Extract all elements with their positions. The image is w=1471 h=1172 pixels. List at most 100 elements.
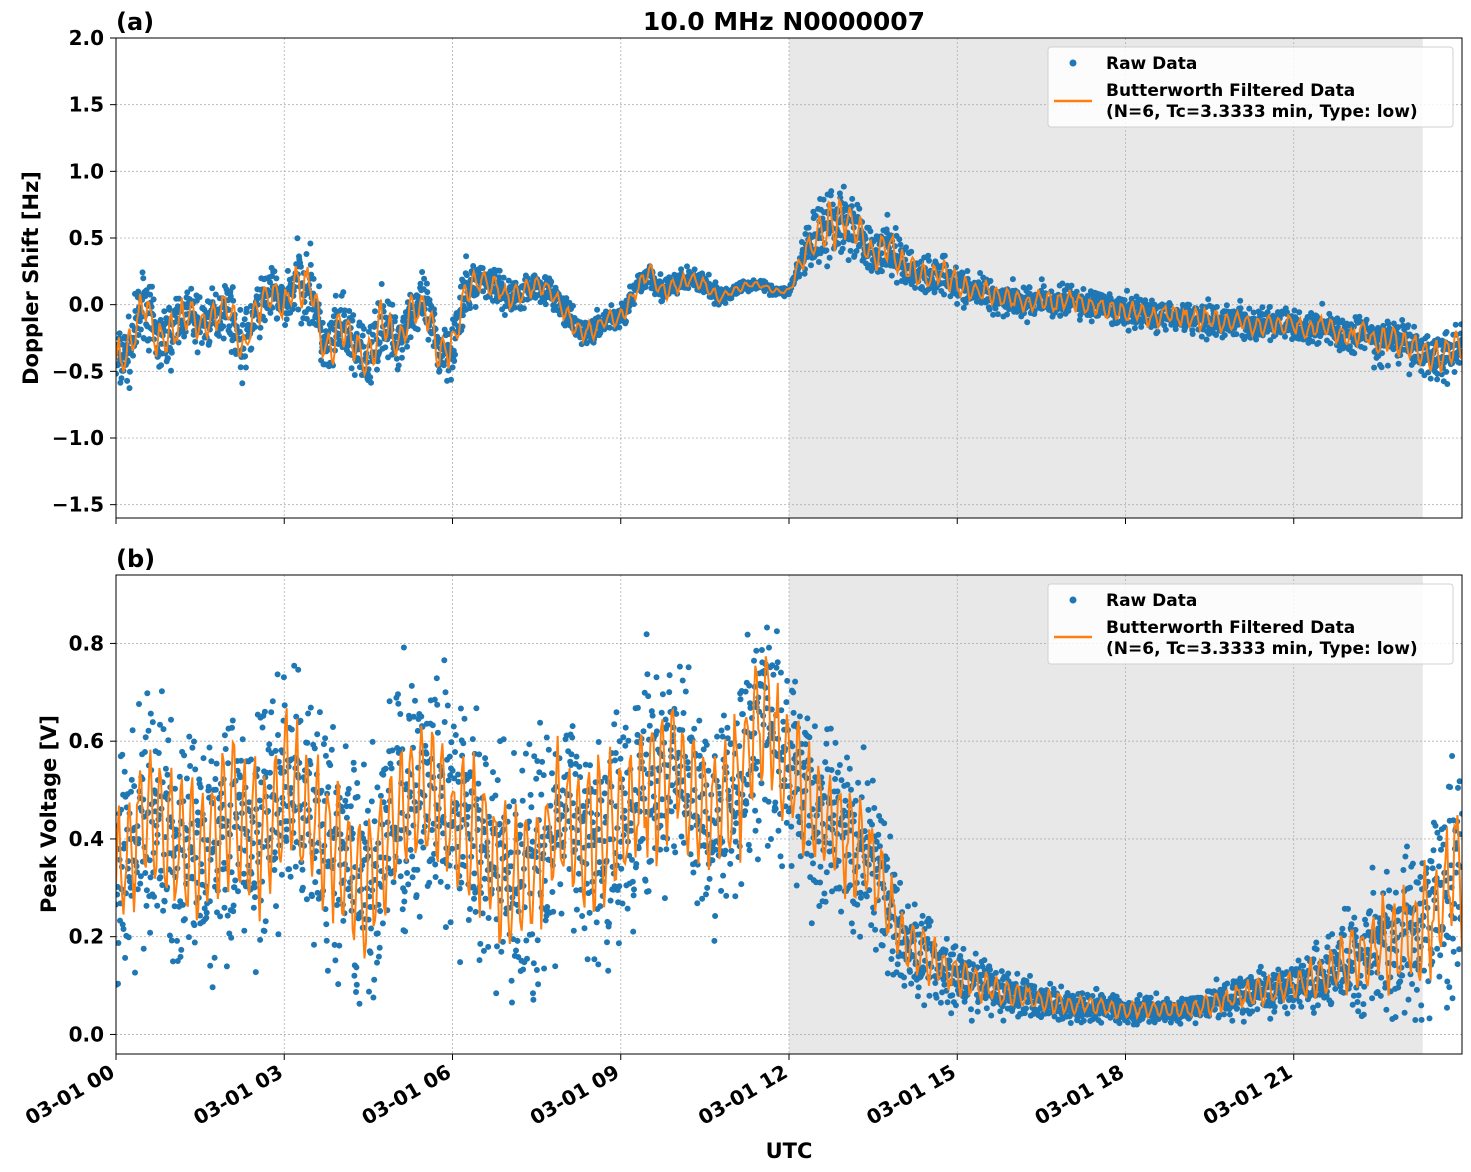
raw-data-point <box>545 746 552 753</box>
raw-data-point <box>269 698 276 705</box>
raw-data-point <box>155 750 162 756</box>
raw-data-point <box>671 843 677 850</box>
raw-data-point <box>594 306 601 313</box>
raw-data-point <box>222 746 229 752</box>
raw-data-point <box>146 857 153 864</box>
raw-data-point <box>388 765 395 772</box>
raw-data-point <box>119 751 126 758</box>
raw-data-point <box>643 751 650 758</box>
raw-data-point <box>1221 332 1228 339</box>
raw-data-point <box>1250 309 1257 316</box>
raw-data-point <box>419 269 426 275</box>
raw-data-point <box>897 241 904 248</box>
raw-data-point <box>135 288 142 295</box>
raw-data-point <box>964 268 971 274</box>
raw-data-point <box>351 372 358 378</box>
y-tick-label: 0.0 <box>69 293 104 317</box>
raw-data-point <box>382 344 389 351</box>
raw-data-point <box>448 739 455 746</box>
raw-data-point <box>132 969 138 976</box>
raw-data-point <box>320 741 327 748</box>
raw-data-point <box>364 807 371 814</box>
raw-data-point <box>192 766 199 773</box>
raw-data-point <box>486 293 493 300</box>
raw-data-point <box>429 722 436 729</box>
raw-data-point <box>457 283 464 290</box>
raw-data-point <box>278 871 285 878</box>
raw-data-point <box>514 937 521 944</box>
raw-data-point <box>1308 310 1315 316</box>
raw-data-point <box>1061 287 1068 294</box>
raw-data-point <box>284 267 291 274</box>
raw-data-point <box>177 953 184 960</box>
raw-data-point <box>267 769 273 776</box>
raw-data-point <box>616 324 623 331</box>
raw-data-point <box>349 317 356 324</box>
raw-data-point <box>122 954 129 961</box>
y-tick-label: 2.0 <box>69 26 104 50</box>
raw-data-point <box>282 322 289 328</box>
raw-data-point <box>319 821 326 828</box>
raw-data-point <box>1189 331 1196 337</box>
raw-data-point <box>129 727 136 734</box>
raw-data-point <box>235 888 241 895</box>
raw-data-point <box>239 736 246 743</box>
raw-data-point <box>549 889 556 895</box>
raw-data-point <box>629 878 636 885</box>
raw-data-point <box>328 746 335 753</box>
raw-data-point <box>845 257 852 264</box>
raw-data-point <box>154 902 161 909</box>
raw-data-point <box>494 943 500 950</box>
raw-data-point <box>703 741 710 748</box>
raw-data-point <box>519 797 526 804</box>
raw-data-point <box>409 853 416 860</box>
raw-data-point <box>206 744 213 751</box>
raw-data-point <box>1080 286 1087 292</box>
raw-data-point <box>678 266 685 273</box>
raw-data-point <box>573 906 580 913</box>
raw-data-point <box>1434 376 1441 383</box>
raw-data-point <box>537 719 544 726</box>
raw-data-point <box>416 913 423 920</box>
raw-data-point <box>239 380 246 387</box>
raw-data-point <box>1125 327 1132 334</box>
raw-data-point <box>359 332 366 339</box>
raw-data-point <box>160 907 167 914</box>
raw-data-point <box>903 244 909 251</box>
raw-data-point <box>593 919 600 926</box>
raw-data-point <box>450 723 457 730</box>
raw-data-point <box>1121 297 1128 304</box>
raw-data-point <box>820 196 827 203</box>
raw-data-point <box>512 279 519 286</box>
raw-data-point <box>116 940 122 946</box>
raw-data-point <box>530 990 536 997</box>
raw-data-point <box>817 250 824 257</box>
raw-data-point <box>432 874 439 880</box>
raw-data-point <box>827 192 834 199</box>
raw-data-point <box>607 897 614 904</box>
raw-data-point <box>684 759 691 766</box>
raw-data-point <box>469 736 476 743</box>
raw-data-point <box>711 937 718 944</box>
raw-data-point <box>461 715 468 722</box>
raw-data-point <box>1406 371 1413 378</box>
raw-data-point <box>643 631 650 638</box>
raw-data-point <box>666 672 673 679</box>
raw-data-point <box>165 737 172 744</box>
raw-data-point <box>633 861 640 867</box>
raw-data-point <box>977 270 984 276</box>
raw-data-point <box>229 724 235 731</box>
raw-data-point <box>368 798 375 805</box>
raw-data-point <box>353 964 360 971</box>
raw-data-point <box>1309 338 1316 345</box>
raw-data-point <box>986 306 993 313</box>
raw-data-point <box>242 353 249 360</box>
raw-data-point <box>191 738 197 745</box>
raw-data-point <box>482 895 489 902</box>
raw-data-point <box>336 337 343 344</box>
raw-data-point <box>1363 316 1370 323</box>
raw-data-point <box>645 693 652 700</box>
raw-data-point <box>505 277 512 284</box>
raw-data-point <box>931 289 938 296</box>
raw-data-point <box>538 791 545 798</box>
